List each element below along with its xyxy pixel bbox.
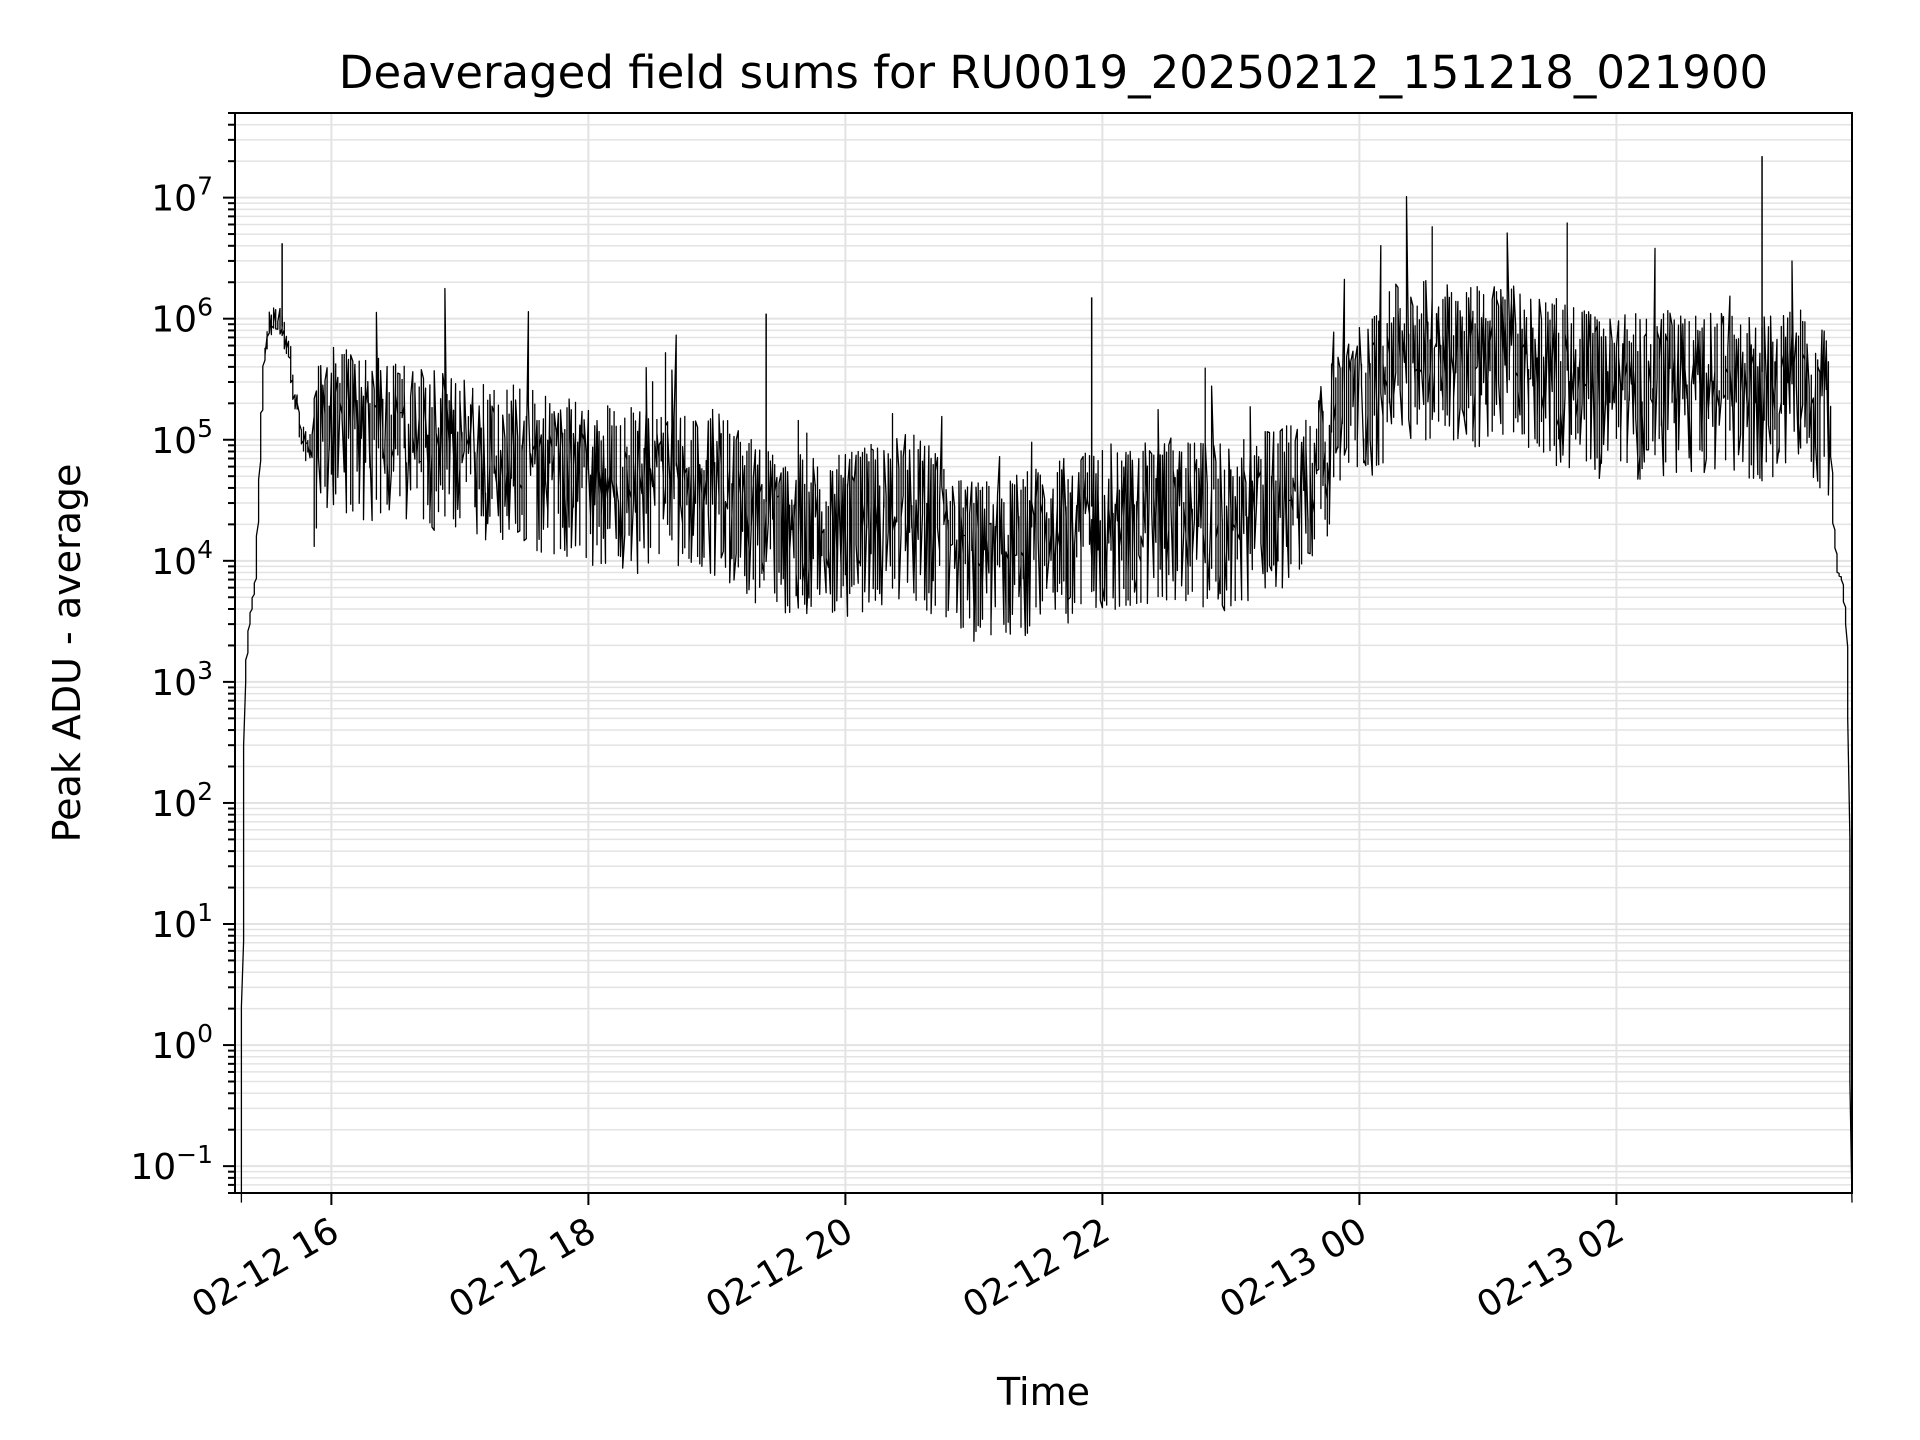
chart-title: Deaveraged field sums for RU0019_2025021…	[339, 46, 1768, 99]
y-tick-label: 105	[151, 414, 213, 462]
y-tick-label: 102	[151, 777, 213, 825]
y-tick-label: 104	[151, 535, 213, 583]
y-tick-label: 10−1	[130, 1140, 213, 1188]
y-axis-label: Peak ADU - average	[45, 464, 89, 843]
y-tick-label: 100	[151, 1019, 213, 1067]
y-tick-label: 101	[151, 898, 213, 946]
y-tick-label: 103	[151, 656, 213, 704]
y-tick-label: 106	[151, 293, 213, 341]
series-line	[240, 196, 1853, 1203]
plot-frame	[234, 112, 1853, 1194]
x-axis-label: Time	[996, 1370, 1090, 1414]
y-tick-label: 107	[151, 172, 213, 220]
plot-data	[240, 156, 1853, 1203]
